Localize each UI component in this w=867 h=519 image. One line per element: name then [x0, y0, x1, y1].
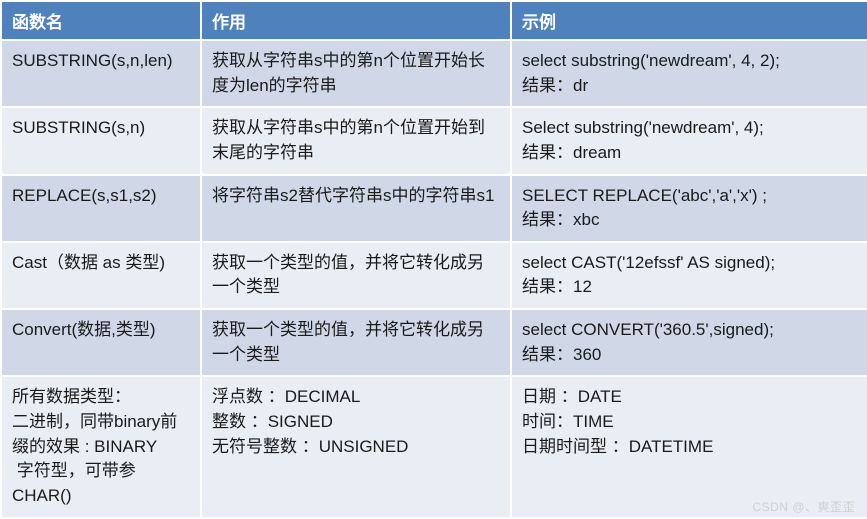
- header-example: 示例: [511, 1, 867, 40]
- example-line: 日期 ：DATE: [522, 387, 622, 406]
- sql-functions-table-container: 函数名 作用 示例 SUBSTRING(s,n,len) 获取从字符串s中的第n…: [0, 0, 867, 519]
- watermark-text: CSDN @、爽歪歪: [752, 498, 855, 515]
- cell-example: select substring('newdream', 4, 2); 结果：d…: [511, 40, 867, 107]
- example-code: select substring('newdream', 4, 2);: [522, 51, 780, 70]
- table-row: Cast（数据 as 类型) 获取一个类型的值，并将它转化成另一个类型 sele…: [1, 242, 867, 309]
- example-line: 时间：TIME: [522, 412, 614, 431]
- example-code: SELECT REPLACE('abc','a','x') ;: [522, 186, 767, 205]
- cell-example: Select substring('newdream', 4); 结果：drea…: [511, 107, 867, 174]
- cell-fn: REPLACE(s,s1,s2): [1, 175, 201, 242]
- header-desc: 作用: [201, 1, 511, 40]
- cell-fn: SUBSTRING(s,n): [1, 107, 201, 174]
- cell-example: select CAST('12efssf' AS signed); 结果：12: [511, 242, 867, 309]
- cell-desc: 获取从字符串s中的第n个位置开始长度为len的字符串: [201, 40, 511, 107]
- cell-desc: 获取一个类型的值，并将它转化成另一个类型: [201, 309, 511, 376]
- example-result: 结果：12: [522, 277, 592, 296]
- table-row: SUBSTRING(s,n) 获取从字符串s中的第n个位置开始到末尾的字符串 S…: [1, 107, 867, 174]
- example-result: 结果：dr: [522, 76, 588, 95]
- table-row: Convert(数据,类型) 获取一个类型的值，并将它转化成另一个类型 sele…: [1, 309, 867, 376]
- example-code: select CONVERT('360.5',signed);: [522, 320, 774, 339]
- table-header-row: 函数名 作用 示例: [1, 1, 867, 40]
- table-row: REPLACE(s,s1,s2) 将字符串s2替代字符串s中的字符串s1 SEL…: [1, 175, 867, 242]
- example-line: 日期时间型 ：DATETIME: [522, 437, 713, 456]
- cell-desc: 将字符串s2替代字符串s中的字符串s1: [201, 175, 511, 242]
- cell-desc: 获取一个类型的值，并将它转化成另一个类型: [201, 242, 511, 309]
- cell-fn: 所有数据类型： 二进制，同带binary前缀的效果 : BINARY 字符型，可…: [1, 376, 201, 517]
- cell-example: SELECT REPLACE('abc','a','x') ; 结果：xbc: [511, 175, 867, 242]
- cell-desc: 浮点数 ：DECIMAL 整数 ：SIGNED 无符号整数 ：UNSIGNED: [201, 376, 511, 517]
- table-row: 所有数据类型： 二进制，同带binary前缀的效果 : BINARY 字符型，可…: [1, 376, 867, 517]
- example-result: 结果：360: [522, 345, 601, 364]
- cell-fn: SUBSTRING(s,n,len): [1, 40, 201, 107]
- cell-example: select CONVERT('360.5',signed); 结果：360: [511, 309, 867, 376]
- cell-fn: Cast（数据 as 类型): [1, 242, 201, 309]
- cell-desc: 获取从字符串s中的第n个位置开始到末尾的字符串: [201, 107, 511, 174]
- header-fn: 函数名: [1, 1, 201, 40]
- example-code: Select substring('newdream', 4);: [522, 118, 764, 137]
- cell-fn: Convert(数据,类型): [1, 309, 201, 376]
- example-code: select CAST('12efssf' AS signed);: [522, 253, 775, 272]
- cell-example: 日期 ：DATE 时间：TIME 日期时间型 ：DATETIME: [511, 376, 867, 517]
- sql-functions-table: 函数名 作用 示例 SUBSTRING(s,n,len) 获取从字符串s中的第n…: [0, 0, 867, 519]
- example-result: 结果：xbc: [522, 210, 599, 229]
- table-row: SUBSTRING(s,n,len) 获取从字符串s中的第n个位置开始长度为le…: [1, 40, 867, 107]
- example-result: 结果：dream: [522, 143, 621, 162]
